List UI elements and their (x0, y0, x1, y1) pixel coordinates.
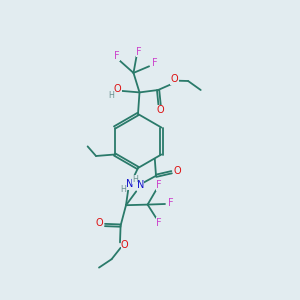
Text: F: F (152, 58, 158, 68)
Text: O: O (113, 83, 121, 94)
Text: F: F (156, 180, 162, 190)
Text: F: F (168, 198, 174, 208)
Text: H: H (108, 91, 114, 100)
Text: N: N (126, 179, 133, 189)
Text: N: N (137, 180, 144, 190)
Text: O: O (170, 74, 178, 84)
Text: F: F (114, 51, 119, 61)
Text: F: F (136, 46, 142, 57)
Text: F: F (156, 218, 162, 228)
Text: H: H (132, 175, 138, 184)
Text: O: O (157, 105, 165, 116)
Text: O: O (121, 240, 129, 250)
Text: O: O (174, 166, 182, 176)
Text: H: H (120, 185, 126, 194)
Text: O: O (95, 218, 103, 228)
